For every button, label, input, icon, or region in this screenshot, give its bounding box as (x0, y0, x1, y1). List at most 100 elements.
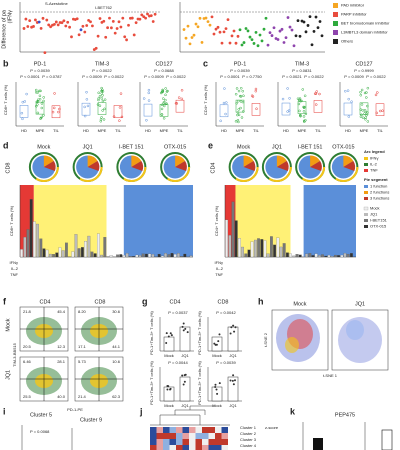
quadrant-value: 21.8 (23, 309, 32, 314)
dot (83, 30, 87, 34)
pie-slice (87, 161, 100, 171)
dot (255, 107, 258, 111)
heat-cell (169, 427, 176, 433)
dot (296, 19, 300, 23)
dot (134, 21, 138, 25)
box (235, 99, 245, 113)
dot (376, 91, 379, 94)
heat-cell (150, 433, 157, 439)
heat-cell (195, 445, 202, 450)
dot (164, 87, 167, 90)
heat-cell (189, 427, 196, 433)
pie-slice (175, 155, 186, 167)
pie-arc (160, 152, 191, 182)
plot-title: Cluster 5 (30, 412, 52, 418)
dot (110, 26, 113, 30)
bar (273, 244, 276, 258)
dot (254, 87, 258, 91)
dot (85, 98, 89, 101)
x-tick-label: Mock (212, 403, 222, 408)
bar (129, 256, 132, 258)
dot (306, 24, 310, 27)
dot (252, 42, 256, 45)
heat-cell (182, 439, 189, 445)
heat-cell (176, 433, 183, 439)
dot (165, 90, 169, 93)
p-value: P = 0.0009 (344, 74, 364, 79)
dot (301, 88, 305, 91)
bar (148, 253, 152, 258)
dot (365, 114, 368, 117)
dot (298, 98, 301, 101)
legend-label: TNF (370, 168, 378, 173)
dot (162, 97, 165, 100)
dot (40, 106, 44, 110)
dot (316, 26, 320, 30)
treatment-label: Mock (237, 144, 250, 150)
background-band (33, 185, 107, 257)
dot (54, 20, 58, 24)
panel-letter: i (3, 406, 6, 416)
bar (170, 253, 174, 258)
bar (90, 251, 94, 258)
box (343, 102, 353, 116)
bar (321, 254, 324, 258)
dot (53, 92, 56, 95)
panel-letter: c (203, 58, 208, 68)
dot (60, 21, 64, 25)
axis (19, 185, 193, 258)
bar (179, 326, 191, 352)
bar (337, 255, 340, 258)
dot (183, 380, 186, 383)
dot (222, 101, 226, 105)
bar (314, 253, 318, 258)
row-title: JQ1 (5, 370, 11, 380)
bar (343, 253, 347, 258)
dot (77, 33, 81, 37)
bar (32, 221, 36, 258)
x-tick-label: JQ1 (181, 353, 189, 358)
row-title: Mock (5, 318, 11, 331)
y-label: (IFNγ (7, 10, 13, 24)
bar (180, 256, 184, 258)
quadrant-value: 6.46 (23, 359, 32, 364)
dot (151, 20, 155, 23)
legend-label: 3 functions (370, 196, 389, 201)
dot (365, 96, 368, 99)
dot (292, 44, 296, 48)
bar (286, 252, 289, 258)
callout: S-Azestotine (45, 1, 68, 6)
x-tick-label: MPE (298, 128, 307, 133)
x-tick-label: TIL (315, 128, 322, 133)
dot (214, 385, 217, 388)
background-band (106, 185, 124, 257)
legend-label: Cluster 4 (240, 443, 257, 448)
x-tick-label: HD (83, 128, 89, 133)
bar (324, 255, 328, 258)
dot (310, 43, 314, 47)
dot (294, 34, 298, 38)
dot (75, 17, 79, 21)
heat-cell (156, 439, 163, 445)
dot (238, 28, 242, 32)
legend-label: Cluster 3 (240, 437, 257, 442)
subset-label: CD8 (5, 162, 11, 173)
dot (288, 25, 292, 29)
x-tick-label: TIL (53, 128, 60, 133)
bar (100, 254, 104, 258)
heat-cell (169, 445, 176, 450)
dot (235, 87, 239, 90)
bar (241, 246, 245, 258)
dot (164, 93, 167, 97)
dot (103, 98, 107, 101)
dot (313, 92, 317, 95)
p-value: P = 0.0044 (168, 360, 188, 365)
x-tick-label: HD (21, 128, 27, 133)
dot (42, 99, 45, 103)
dot (37, 20, 41, 24)
panel-letter: g (142, 296, 148, 306)
dot (347, 115, 351, 118)
dot (219, 119, 222, 123)
dot (234, 326, 237, 329)
bar (279, 246, 283, 258)
